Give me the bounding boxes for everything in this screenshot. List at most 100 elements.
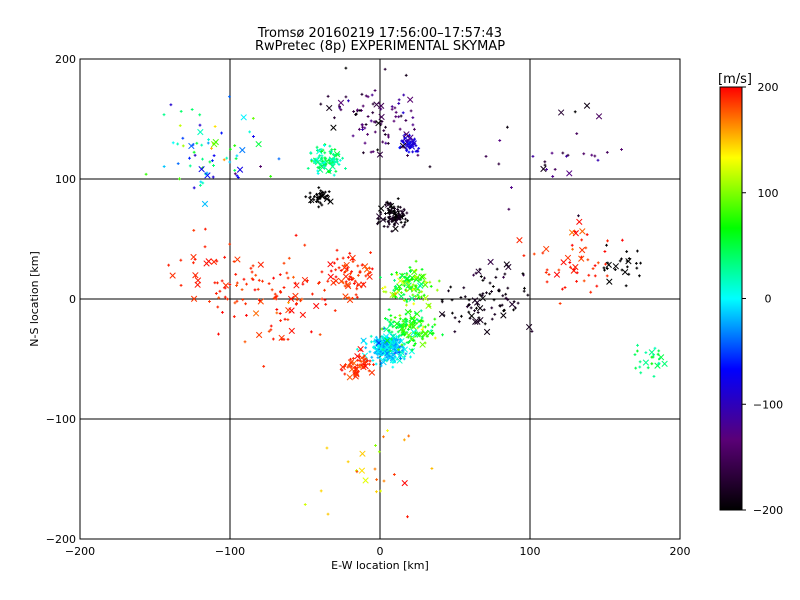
data-point-x [595,113,603,120]
data-point-x [422,331,430,338]
data-point-plus [162,165,166,168]
data-point-plus [372,363,375,367]
data-point-plus [341,156,344,160]
data-point-plus [627,272,631,276]
data-point-plus [319,102,323,106]
data-point-plus [389,345,393,349]
data-point-plus [394,292,397,296]
data-point-plus [406,219,410,223]
data-point-plus [212,164,215,167]
data-point-plus [463,295,467,299]
data-point-plus [340,368,344,372]
data-point-plus [596,158,600,162]
data-point-plus [192,261,195,265]
data-point-plus [467,298,471,302]
data-point-plus [428,165,432,169]
data-point-plus [381,287,384,290]
data-point-plus [494,275,498,279]
data-point-plus [497,289,500,293]
data-point-plus [449,285,453,289]
data-point-plus [596,261,600,265]
data-point-plus [344,66,348,70]
data-point-plus [366,115,370,118]
data-point-plus [362,354,366,358]
data-point-plus [391,365,395,369]
data-point-plus [419,278,423,282]
data-point-x [375,119,382,127]
data-point-plus [402,346,405,350]
data-point-plus [376,353,380,357]
data-point-plus [350,278,354,282]
data-point-plus [408,266,412,269]
data-point-plus [368,350,372,354]
data-point-plus [396,290,400,294]
data-point-plus [501,294,505,298]
data-point-x [345,283,352,290]
data-point-plus [415,149,419,153]
data-point-plus [399,356,402,360]
data-point-plus [381,348,385,351]
data-point-x [288,307,295,314]
data-point-plus [324,162,328,166]
data-point-plus [387,211,391,214]
data-point-plus [320,297,324,301]
data-point-plus [409,310,413,314]
y-tick-label: 100 [55,173,76,186]
data-point-plus [396,344,399,348]
data-point-plus [395,337,398,341]
data-point-x [201,200,209,208]
data-point-x [438,311,446,318]
data-point-plus [394,115,398,119]
data-point-plus [504,296,508,300]
data-point-plus [406,280,410,284]
data-point-plus [390,220,394,224]
data-point-plus [228,283,232,286]
data-point-x [572,263,579,271]
data-point-plus [308,191,312,195]
data-point-plus [306,279,309,283]
data-point-plus [322,161,326,164]
data-point-plus [419,309,423,313]
data-point-x [576,218,583,225]
data-point-plus [226,297,229,301]
data-point-plus [178,124,182,128]
data-point-plus [371,345,375,349]
data-point-plus [650,362,654,366]
data-point-plus [433,323,437,327]
data-point-plus [575,279,578,283]
data-point-plus [343,270,347,274]
data-point-plus [326,94,330,98]
data-point-x [388,320,395,327]
data-point-plus [500,303,504,307]
data-point-plus [413,127,416,131]
data-point-plus [364,274,368,278]
data-point-plus [447,289,450,293]
data-point-plus [413,287,417,290]
data-point-plus [512,308,515,312]
data-point-plus [545,280,549,284]
data-point-plus [625,250,629,253]
data-point-plus [359,348,363,352]
data-point-plus [275,308,279,311]
data-point-plus [279,319,282,323]
data-point-plus [405,211,409,215]
x-tick-label: −100 [215,545,245,558]
data-point-plus [440,298,444,302]
data-point-plus [407,141,411,145]
data-point-plus [392,119,396,123]
data-point-plus [329,269,333,273]
data-point-plus [507,207,511,211]
data-point-plus [334,153,337,157]
data-point-x [313,302,320,310]
data-point-plus [312,159,316,163]
data-point-plus [475,306,478,310]
data-point-plus [416,288,420,291]
data-point-plus [414,331,418,335]
data-point-x [236,166,244,173]
data-point-plus [405,303,408,307]
data-point-plus [618,259,622,263]
data-point-plus [369,150,373,154]
data-point-plus [479,275,483,278]
data-point-plus [326,279,330,283]
data-point-x [344,281,351,288]
